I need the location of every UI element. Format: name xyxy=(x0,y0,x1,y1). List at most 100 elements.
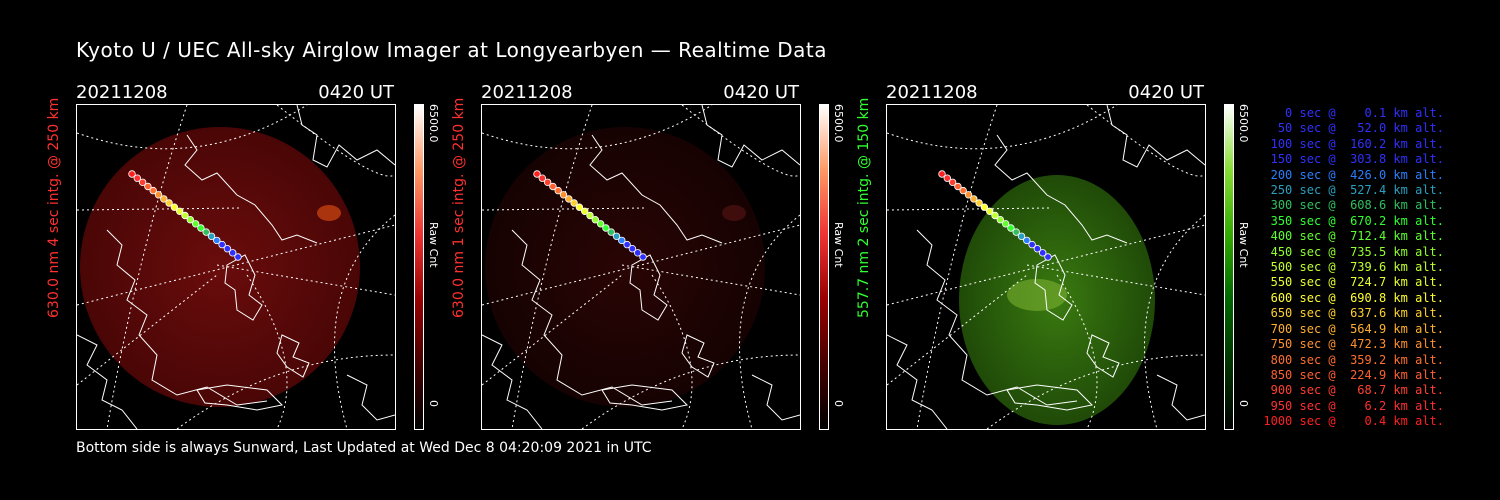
legend-row: 650 sec @ 637.6 km alt. xyxy=(1263,306,1444,321)
footer-status: Bottom side is always Sunward, Last Upda… xyxy=(76,440,652,456)
legend-row: 300 sec @ 608.6 km alt. xyxy=(1263,198,1444,213)
coastline xyxy=(701,105,800,168)
colorbar-label: Raw Cnt xyxy=(427,222,440,268)
legend-row: 200 sec @ 426.0 km alt. xyxy=(1263,167,1444,182)
panel-time: 0420 UT xyxy=(1128,82,1204,103)
colorbar-max: 6500.0 xyxy=(832,104,845,143)
coastline xyxy=(1006,384,1094,411)
track-point xyxy=(228,249,237,257)
coastline xyxy=(887,334,948,429)
coastline xyxy=(1156,374,1205,421)
legend-row: 250 sec @ 527.4 km alt. xyxy=(1263,183,1444,198)
legend-row: 100 sec @ 160.2 km alt. xyxy=(1263,136,1444,151)
coastline xyxy=(276,334,310,378)
track-point xyxy=(580,207,589,215)
legend-row: 950 sec @ 6.2 km alt. xyxy=(1263,398,1444,413)
sky-image xyxy=(80,127,360,407)
track-point xyxy=(1044,253,1052,261)
track-point xyxy=(964,191,973,199)
track-point xyxy=(996,215,1004,224)
legend-row: 1000 sec @ 0.4 km alt. xyxy=(1263,414,1444,429)
track-point xyxy=(213,236,221,245)
track-point xyxy=(980,203,989,211)
track-point xyxy=(1012,228,1020,236)
track-point xyxy=(223,244,232,253)
coastline xyxy=(629,254,668,321)
track-point xyxy=(207,232,216,240)
grid-line xyxy=(216,264,395,296)
panel-time: 0420 UT xyxy=(723,82,799,103)
coastline xyxy=(196,384,284,411)
coastline xyxy=(482,334,543,429)
colorbar xyxy=(819,104,829,430)
track-point xyxy=(559,191,568,199)
colorbar-min: 0 xyxy=(832,400,845,407)
track-point xyxy=(170,203,179,211)
coastline xyxy=(77,334,138,429)
coastline xyxy=(751,374,800,421)
coastline xyxy=(1034,254,1073,321)
track-point xyxy=(144,182,152,191)
track-point xyxy=(565,195,573,203)
aurora-patch xyxy=(317,205,341,221)
track-point xyxy=(586,211,594,220)
track-point xyxy=(133,174,141,182)
coastline xyxy=(994,134,1128,244)
track-point xyxy=(160,195,168,203)
coastline xyxy=(106,229,268,406)
grid-line xyxy=(1086,105,1205,177)
grid-line xyxy=(621,264,800,296)
track-point xyxy=(128,170,136,178)
legend-row: 450 sec @ 735.5 km alt. xyxy=(1263,244,1444,259)
grid-line xyxy=(334,214,395,429)
track-point xyxy=(202,228,210,236)
track-point xyxy=(218,240,226,249)
track-point xyxy=(1023,236,1031,245)
aurora-patch xyxy=(1007,279,1067,311)
legend-row: 550 sec @ 724.7 km alt. xyxy=(1263,275,1444,290)
track-point xyxy=(959,186,967,195)
track-point xyxy=(618,236,626,245)
track-point xyxy=(948,178,957,186)
legend-row: 0 sec @ 0.1 km alt. xyxy=(1263,106,1444,120)
allsky-map xyxy=(76,104,396,430)
coastline xyxy=(589,134,723,244)
track-point xyxy=(186,215,194,224)
grid-line xyxy=(887,105,1118,150)
track-point xyxy=(570,199,578,207)
grid-line xyxy=(176,354,395,429)
coastline xyxy=(346,374,395,421)
track-point xyxy=(633,249,642,257)
panel-ylabel: 630.0 nm 4 sec intg. @ 250 km xyxy=(46,97,62,318)
track-point xyxy=(165,199,173,207)
legend-row: 350 sec @ 670.2 km alt. xyxy=(1263,213,1444,228)
track-point xyxy=(149,186,157,195)
track-point xyxy=(639,253,647,261)
track-point xyxy=(938,170,946,178)
coastline xyxy=(601,384,689,411)
track-point xyxy=(943,174,951,182)
track-point xyxy=(575,203,584,211)
grid-line xyxy=(1144,214,1205,429)
track-point xyxy=(197,224,205,232)
track-point xyxy=(181,211,189,220)
legend-row: 500 sec @ 739.6 km alt. xyxy=(1263,260,1444,275)
imager-panel-630-4s: 20211208 0420 UT 630.0 nm 4 sec intg. @ … xyxy=(46,82,456,430)
colorbar xyxy=(1224,104,1234,430)
legend-row: 150 sec @ 303.8 km alt. xyxy=(1263,152,1444,167)
colorbar-label: Raw Cnt xyxy=(1237,222,1250,268)
allsky-map xyxy=(886,104,1206,430)
track-point xyxy=(975,199,983,207)
track-point xyxy=(1007,224,1015,232)
aurora-patch xyxy=(722,205,746,221)
imager-panel-557-2s: 20211208 0420 UT 557.7 nm 2 sec intg. @ … xyxy=(856,82,1266,430)
track-point xyxy=(154,191,163,199)
colorbar-min: 0 xyxy=(427,400,440,407)
track-point xyxy=(1028,240,1036,249)
track-point xyxy=(175,207,184,215)
coastline xyxy=(1106,105,1205,168)
legend-row: 600 sec @ 690.8 km alt. xyxy=(1263,290,1444,305)
legend-row: 850 sec @ 224.9 km alt. xyxy=(1263,367,1444,382)
coastline xyxy=(1086,334,1120,378)
coastline xyxy=(681,334,715,378)
